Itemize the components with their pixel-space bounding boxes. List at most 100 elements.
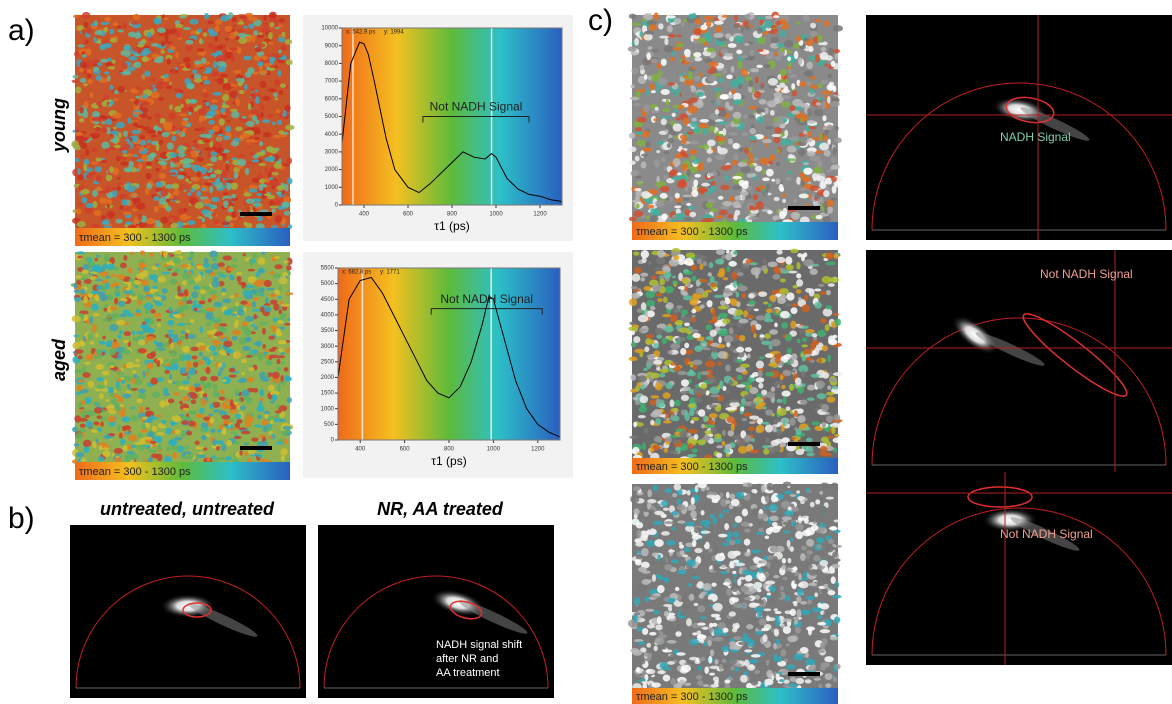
cell [216, 61, 226, 66]
row-label: young [49, 98, 69, 153]
cell [688, 429, 698, 433]
cell [635, 559, 642, 566]
cell [109, 365, 114, 368]
cell [266, 355, 270, 360]
cell [694, 76, 700, 82]
cell [730, 346, 735, 351]
cell [167, 330, 174, 333]
cell [751, 550, 761, 554]
cell [806, 596, 815, 600]
cell [816, 544, 821, 549]
cell [283, 211, 290, 216]
cell [690, 510, 697, 518]
cell [701, 183, 710, 187]
cell [774, 654, 778, 662]
cell [78, 402, 82, 409]
cell [822, 41, 827, 45]
cell [156, 414, 162, 417]
cell [644, 31, 654, 35]
cell [207, 457, 211, 461]
cell [248, 17, 257, 22]
cell [736, 272, 743, 276]
cell [775, 357, 781, 364]
cell [245, 336, 252, 342]
cell [93, 421, 99, 425]
cell [647, 310, 655, 317]
cell [276, 358, 280, 364]
cell [117, 185, 121, 190]
cell [763, 608, 771, 611]
cell [112, 112, 121, 118]
cell [272, 394, 278, 401]
cell [264, 303, 271, 306]
cell [806, 452, 814, 456]
cell [766, 615, 770, 621]
cell [145, 407, 149, 410]
cell [246, 121, 255, 127]
cell [693, 29, 701, 36]
cell [268, 385, 275, 392]
cell [232, 258, 238, 262]
cell [726, 266, 730, 272]
cell [718, 534, 727, 538]
cell [702, 501, 706, 507]
cell [780, 278, 786, 282]
cell [196, 191, 201, 197]
cell [123, 45, 131, 51]
cell [823, 610, 828, 617]
cell [651, 636, 656, 644]
cell [719, 268, 726, 276]
cell [646, 540, 655, 547]
cell [813, 521, 817, 524]
cell [633, 614, 638, 622]
cell [722, 128, 726, 136]
cell [709, 507, 715, 513]
cell [205, 314, 212, 320]
cell [718, 680, 725, 688]
cell [791, 212, 800, 220]
cell [834, 434, 839, 437]
cell [118, 29, 124, 32]
cell [80, 288, 85, 294]
cell [248, 269, 255, 272]
cell [646, 669, 650, 672]
cell [631, 85, 635, 89]
cell [783, 370, 792, 376]
cell [805, 329, 815, 333]
cell [257, 216, 263, 222]
cell [649, 509, 654, 515]
cell [182, 163, 190, 168]
cell [216, 317, 222, 324]
cell [738, 641, 748, 645]
cell [765, 126, 774, 129]
cell [795, 678, 804, 684]
cell [227, 120, 230, 123]
cell [670, 362, 676, 365]
cell [765, 437, 771, 443]
cell [191, 291, 198, 298]
cell [223, 411, 226, 415]
cell [132, 370, 136, 374]
cell [775, 618, 780, 626]
cell [100, 22, 109, 25]
cell [144, 360, 147, 365]
cell [833, 25, 843, 31]
cell [259, 389, 264, 397]
cell [790, 609, 796, 616]
cell [87, 333, 92, 340]
cell [191, 394, 198, 400]
cell [669, 169, 677, 175]
cell [136, 398, 142, 403]
cell [667, 350, 672, 354]
cell [287, 318, 290, 321]
cell [749, 163, 754, 167]
cell [127, 153, 133, 157]
cell [79, 418, 88, 422]
cell [657, 585, 665, 593]
cell [209, 290, 218, 295]
cell [161, 272, 170, 275]
cell [142, 417, 148, 420]
cell [140, 429, 147, 433]
cell [207, 151, 210, 158]
cell [174, 392, 180, 396]
